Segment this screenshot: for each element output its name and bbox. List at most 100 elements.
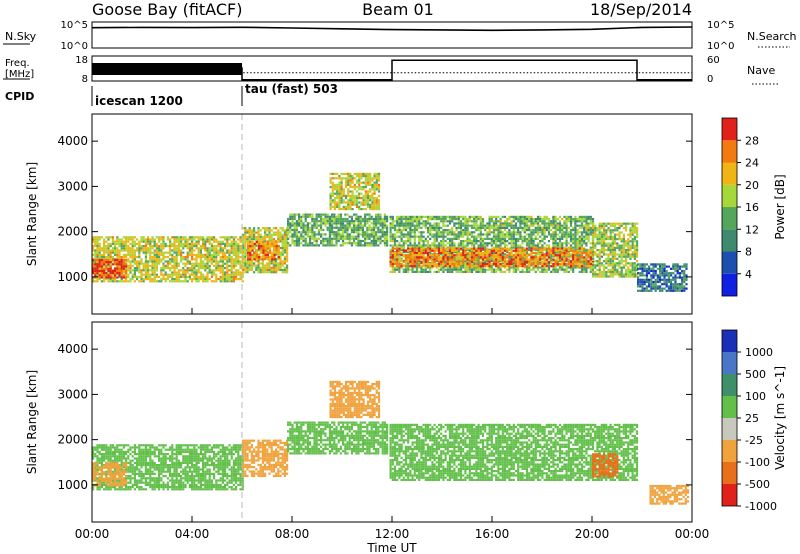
power-cell: [231, 249, 233, 251]
power-cell: [392, 236, 394, 238]
power-cell: [515, 238, 517, 240]
power-cell: [401, 229, 403, 231]
power-cell: [226, 276, 228, 278]
power-cell: [176, 256, 178, 258]
power-cell: [530, 254, 532, 256]
power-cell: [255, 238, 257, 240]
power-cell: [425, 266, 427, 268]
power-cell: [524, 265, 526, 267]
power-cell: [178, 263, 180, 265]
power-cell: [382, 218, 384, 220]
power-cell: [333, 244, 335, 246]
power-cell: [519, 247, 521, 249]
power-cell: [305, 233, 307, 235]
power-cell: [360, 220, 362, 222]
power-cell: [324, 238, 326, 240]
power-cell: [369, 182, 371, 184]
power-cell: [561, 269, 563, 271]
power-cell: [506, 265, 508, 267]
power-cell: [125, 249, 127, 251]
power-cell: [162, 265, 164, 267]
power-cell: [271, 245, 273, 247]
power-cell: [367, 204, 369, 206]
power-cell: [382, 236, 384, 238]
power-cell: [143, 263, 145, 265]
power-cell: [409, 220, 411, 222]
power-cell: [371, 242, 373, 244]
power-cell: [244, 238, 246, 240]
power-cell: [187, 243, 189, 245]
power-cell: [515, 250, 517, 252]
power-cell: [482, 238, 484, 240]
power-cell: [178, 238, 180, 240]
power-cell: [566, 229, 568, 231]
power-cell: [368, 229, 370, 231]
power-cell: [356, 186, 358, 188]
power-cell: [251, 245, 253, 247]
power-cell: [555, 233, 557, 235]
power-cell: [506, 250, 508, 252]
power-cell: [423, 216, 425, 218]
power-cell: [222, 241, 224, 243]
power-cell: [572, 220, 574, 222]
power-cell: [182, 280, 184, 282]
power-cell: [482, 248, 484, 250]
power-cell: [96, 268, 98, 270]
power-cell: [420, 256, 422, 258]
power-cell: [357, 242, 359, 244]
power-cell: [438, 231, 440, 233]
power-cell: [99, 276, 101, 278]
power-cell: [228, 243, 230, 245]
power-cell: [140, 260, 142, 262]
power-cell: [96, 280, 98, 282]
power-cell: [467, 231, 469, 233]
power-cell: [149, 269, 151, 271]
power-cell: [305, 229, 307, 231]
power-cell: [224, 258, 226, 260]
power-cell: [557, 229, 559, 231]
power-cell: [338, 182, 340, 184]
power-cell: [442, 236, 444, 238]
power-cell: [401, 225, 403, 227]
power-cell: [94, 268, 96, 270]
power-cell: [145, 267, 147, 269]
power-cell: [427, 218, 429, 220]
power-cell: [358, 197, 360, 199]
power-cell: [239, 274, 241, 276]
power-cell: [528, 225, 530, 227]
power-cell: [116, 276, 118, 278]
power-cell: [178, 252, 180, 254]
power-cell: [329, 233, 331, 235]
power-cell: [294, 222, 296, 224]
power-cell: [260, 234, 262, 236]
power-cell: [519, 231, 521, 233]
power-cell: [134, 245, 136, 247]
power-cell: [143, 252, 145, 254]
power-cell: [552, 252, 554, 254]
power-cell: [513, 236, 515, 238]
power-cell: [127, 265, 129, 267]
power-cell: [338, 214, 340, 216]
power-cell: [548, 254, 550, 256]
power-cell: [420, 271, 422, 273]
power-cell: [182, 271, 184, 273]
power-cell: [228, 238, 230, 240]
power-cell: [517, 263, 519, 265]
power-cell: [320, 225, 322, 227]
power-cell: [335, 227, 337, 229]
power-cell: [453, 231, 455, 233]
power-cell: [519, 259, 521, 261]
power-cell: [193, 263, 195, 265]
power-cell: [384, 236, 386, 238]
power-cell: [226, 269, 228, 271]
power-cell: [338, 216, 340, 218]
power-cell: [502, 225, 504, 227]
power-cell: [526, 225, 528, 227]
power-cell: [442, 240, 444, 242]
power-cell: [231, 258, 233, 260]
power-cell: [577, 218, 579, 220]
power-cell: [539, 248, 541, 250]
power-cell: [581, 244, 583, 246]
power-cell: [493, 269, 495, 271]
power-cell: [484, 247, 486, 249]
